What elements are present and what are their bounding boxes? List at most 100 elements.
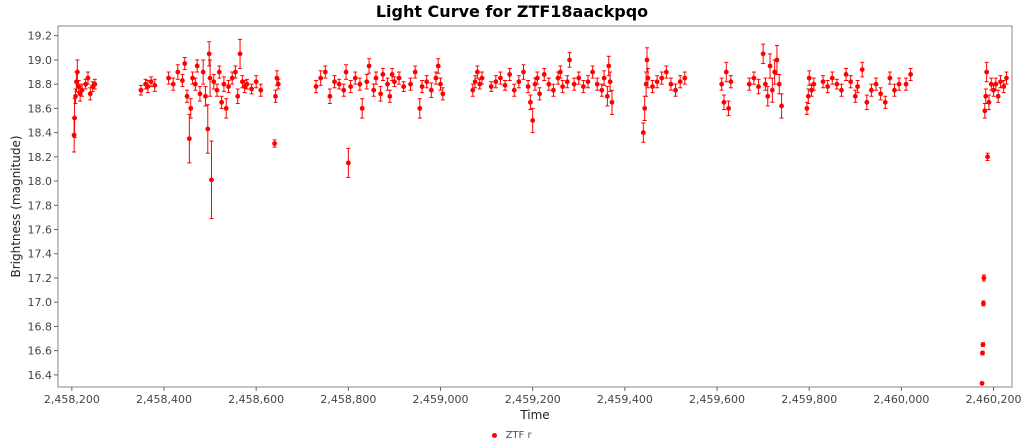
x-tick-label: 2,459,400 — [597, 393, 653, 406]
data-point — [341, 87, 347, 93]
data-point — [207, 75, 213, 81]
x-tick-label: 2,459,000 — [413, 393, 469, 406]
data-point — [216, 69, 222, 75]
x-tick-label: 2,458,600 — [228, 393, 284, 406]
data-point — [756, 84, 761, 89]
data-point — [378, 91, 384, 97]
data-point — [511, 87, 517, 93]
data-point — [244, 81, 250, 87]
data-point — [435, 63, 441, 69]
data-point — [525, 84, 531, 89]
data-point — [564, 79, 570, 85]
data-point — [479, 75, 485, 81]
data-point — [332, 79, 337, 85]
data-point — [366, 63, 372, 69]
data-point — [530, 118, 536, 123]
data-point — [751, 75, 757, 81]
data-point — [359, 105, 365, 111]
data-point — [825, 84, 831, 89]
data-point — [609, 99, 615, 105]
x-tick-label: 2,460,000 — [873, 393, 929, 406]
data-point — [493, 79, 499, 85]
data-point — [663, 69, 669, 75]
data-point — [200, 69, 206, 75]
data-point — [882, 99, 888, 105]
data-point — [74, 69, 80, 75]
data-point — [804, 105, 810, 111]
y-tick-label: 17.8 — [28, 199, 53, 212]
data-point — [472, 79, 478, 85]
data-point — [719, 81, 725, 87]
data-point — [728, 79, 734, 85]
data-point — [83, 81, 89, 87]
data-point — [769, 87, 775, 93]
data-point — [668, 81, 674, 87]
data-point — [829, 75, 835, 81]
data-point — [348, 84, 354, 89]
data-point — [555, 75, 561, 81]
data-point — [152, 82, 158, 88]
data-point — [516, 79, 522, 85]
data-point — [642, 105, 648, 111]
data-point — [357, 81, 363, 87]
data-point — [145, 84, 151, 89]
data-point — [726, 105, 731, 111]
data-point — [433, 75, 439, 81]
data-point — [205, 126, 211, 132]
y-axis-label: Brightness (magnitude) — [9, 135, 23, 277]
data-point — [440, 91, 446, 97]
data-point — [352, 75, 358, 81]
data-point — [640, 130, 646, 136]
data-point — [79, 87, 85, 93]
data-point — [532, 81, 538, 87]
data-point — [364, 79, 370, 85]
data-point — [878, 91, 884, 97]
data-point — [980, 350, 985, 356]
data-point — [998, 79, 1003, 85]
data-point — [392, 79, 397, 85]
data-point — [659, 75, 665, 81]
data-point — [776, 81, 782, 87]
data-point — [534, 75, 540, 81]
data-point — [541, 72, 547, 77]
data-point — [387, 93, 393, 99]
data-point — [983, 93, 989, 99]
data-point — [981, 275, 987, 281]
data-point — [197, 91, 203, 97]
data-point — [389, 72, 395, 77]
data-point — [180, 78, 185, 83]
data-point — [537, 91, 543, 97]
x-tick-label: 2,460,200 — [966, 393, 1022, 406]
data-point — [223, 105, 229, 111]
data-point — [546, 81, 552, 87]
data-point — [85, 75, 91, 81]
data-point — [873, 81, 879, 87]
data-point — [852, 93, 858, 99]
data-point — [203, 93, 208, 99]
data-point — [644, 57, 650, 63]
data-point — [772, 69, 778, 75]
data-point — [765, 93, 771, 99]
data-point — [760, 51, 766, 57]
data-point — [645, 75, 651, 81]
y-tick-label: 17.4 — [28, 248, 53, 261]
data-point — [273, 93, 278, 99]
x-tick-label: 2,458,200 — [44, 393, 100, 406]
y-tick-label: 18.8 — [28, 78, 53, 91]
data-point — [138, 87, 144, 93]
data-point — [412, 69, 418, 75]
data-point — [502, 82, 508, 88]
data-point — [192, 81, 198, 87]
data-point — [806, 75, 812, 81]
data-point — [982, 108, 988, 114]
data-point — [682, 75, 688, 81]
data-point — [723, 69, 729, 75]
data-point — [571, 81, 577, 87]
data-point — [809, 87, 814, 93]
data-point — [896, 81, 902, 87]
data-point — [336, 81, 342, 87]
data-point — [258, 87, 264, 93]
data-point — [980, 342, 986, 348]
data-point — [981, 301, 986, 306]
